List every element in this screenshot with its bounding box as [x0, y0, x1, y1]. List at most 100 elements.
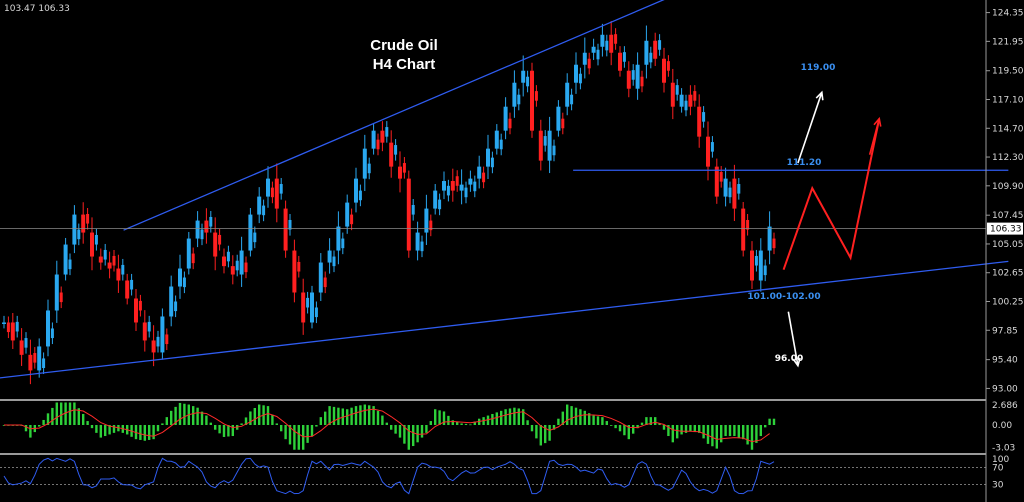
macd-bar: [297, 425, 300, 450]
macd-tick-label: -3.03: [992, 444, 1015, 454]
macd-bar: [667, 425, 670, 437]
macd-bar: [302, 425, 305, 450]
macd-bar: [315, 425, 318, 427]
candle-body: [490, 157, 494, 168]
candles-layer: [2, 20, 776, 385]
candle-body: [530, 70, 534, 131]
candle-body: [385, 127, 389, 137]
candle: [468, 170, 477, 198]
panel-separator: [0, 399, 986, 401]
candle-body: [635, 64, 640, 89]
candle-body: [714, 166, 719, 197]
candle: [239, 236, 248, 287]
candle-body: [266, 178, 270, 197]
candle-body: [420, 241, 424, 252]
macd-bar: [363, 404, 366, 425]
candle-body: [477, 166, 482, 179]
candle-body: [327, 250, 332, 263]
candle: [134, 289, 142, 331]
macd-bar: [640, 422, 644, 425]
macd-bar: [346, 409, 349, 425]
candle-body: [538, 130, 543, 161]
candle-body: [398, 166, 402, 179]
candle-body: [438, 199, 442, 210]
macd-bar: [77, 408, 80, 425]
trendlines-layer: [0, 0, 1009, 379]
macd-bar: [684, 425, 688, 433]
macd-bar: [464, 423, 468, 425]
macd-bar: [192, 406, 195, 425]
candle-body: [658, 40, 662, 50]
candle: [538, 119, 547, 171]
macd-bar: [244, 417, 248, 425]
candle: [741, 201, 750, 257]
candle-body: [693, 91, 697, 101]
candle-body: [675, 85, 679, 95]
macd-bar: [504, 409, 507, 425]
candle-body: [503, 106, 508, 131]
macd-bar: [456, 421, 459, 425]
macd-bar: [715, 425, 718, 449]
macd-bar: [486, 415, 490, 425]
projection-path: [782, 118, 881, 271]
candle-body: [728, 187, 732, 198]
candle: [442, 171, 450, 202]
level-label: 96.00: [775, 354, 803, 364]
macd-bar: [143, 425, 146, 441]
macd-bar: [73, 402, 76, 425]
candle-body: [213, 232, 218, 257]
candle: [750, 241, 758, 290]
candle: [142, 310, 151, 352]
macd-bar: [359, 405, 362, 425]
macd-bar: [491, 413, 494, 425]
candle-body: [318, 262, 323, 293]
candle-body: [758, 250, 763, 281]
candle-body: [587, 58, 591, 69]
candle-body: [297, 261, 301, 272]
candle: [512, 70, 521, 118]
macd-bar: [139, 425, 142, 440]
price-tick-label: 119.50: [992, 67, 1024, 77]
candle: [530, 62, 538, 138]
candle-body: [631, 70, 635, 80]
candle: [547, 116, 556, 174]
macd-bar: [108, 425, 111, 435]
candle-body: [494, 130, 499, 149]
candle-body: [50, 328, 54, 339]
candle-body: [763, 265, 767, 276]
macd-bar: [544, 425, 547, 444]
candle-body: [270, 187, 274, 198]
candle: [169, 275, 178, 327]
candle: [125, 273, 134, 305]
macd-bar: [170, 410, 173, 425]
candle-body: [239, 250, 244, 275]
candle: [98, 243, 107, 270]
candle-body: [499, 139, 503, 150]
candle-body: [670, 82, 675, 107]
candle-body: [165, 334, 169, 345]
candle-body: [28, 354, 33, 371]
candle-body: [697, 106, 702, 137]
candle-body: [741, 208, 746, 251]
candle-body: [138, 300, 142, 311]
price-tick-label: 93.00: [992, 384, 1018, 394]
macd-bar: [552, 425, 556, 430]
candle: [380, 121, 389, 152]
candle: [160, 308, 169, 360]
candle-body: [376, 139, 380, 150]
candle: [63, 237, 72, 281]
candle-body: [526, 76, 530, 87]
candle-body: [433, 190, 438, 209]
candle: [433, 184, 442, 216]
candle: [635, 52, 644, 100]
macd-bar: [104, 425, 107, 437]
macd-bar: [724, 425, 727, 437]
macd-bar: [737, 425, 740, 438]
annotations-layer: 119.00 111.20 101.00-102.00 96.00: [747, 63, 882, 368]
macd-bar: [438, 410, 441, 425]
candle-body: [732, 178, 737, 209]
macd-bar: [156, 425, 160, 432]
candle-body: [746, 219, 750, 230]
candle-body: [235, 260, 239, 271]
